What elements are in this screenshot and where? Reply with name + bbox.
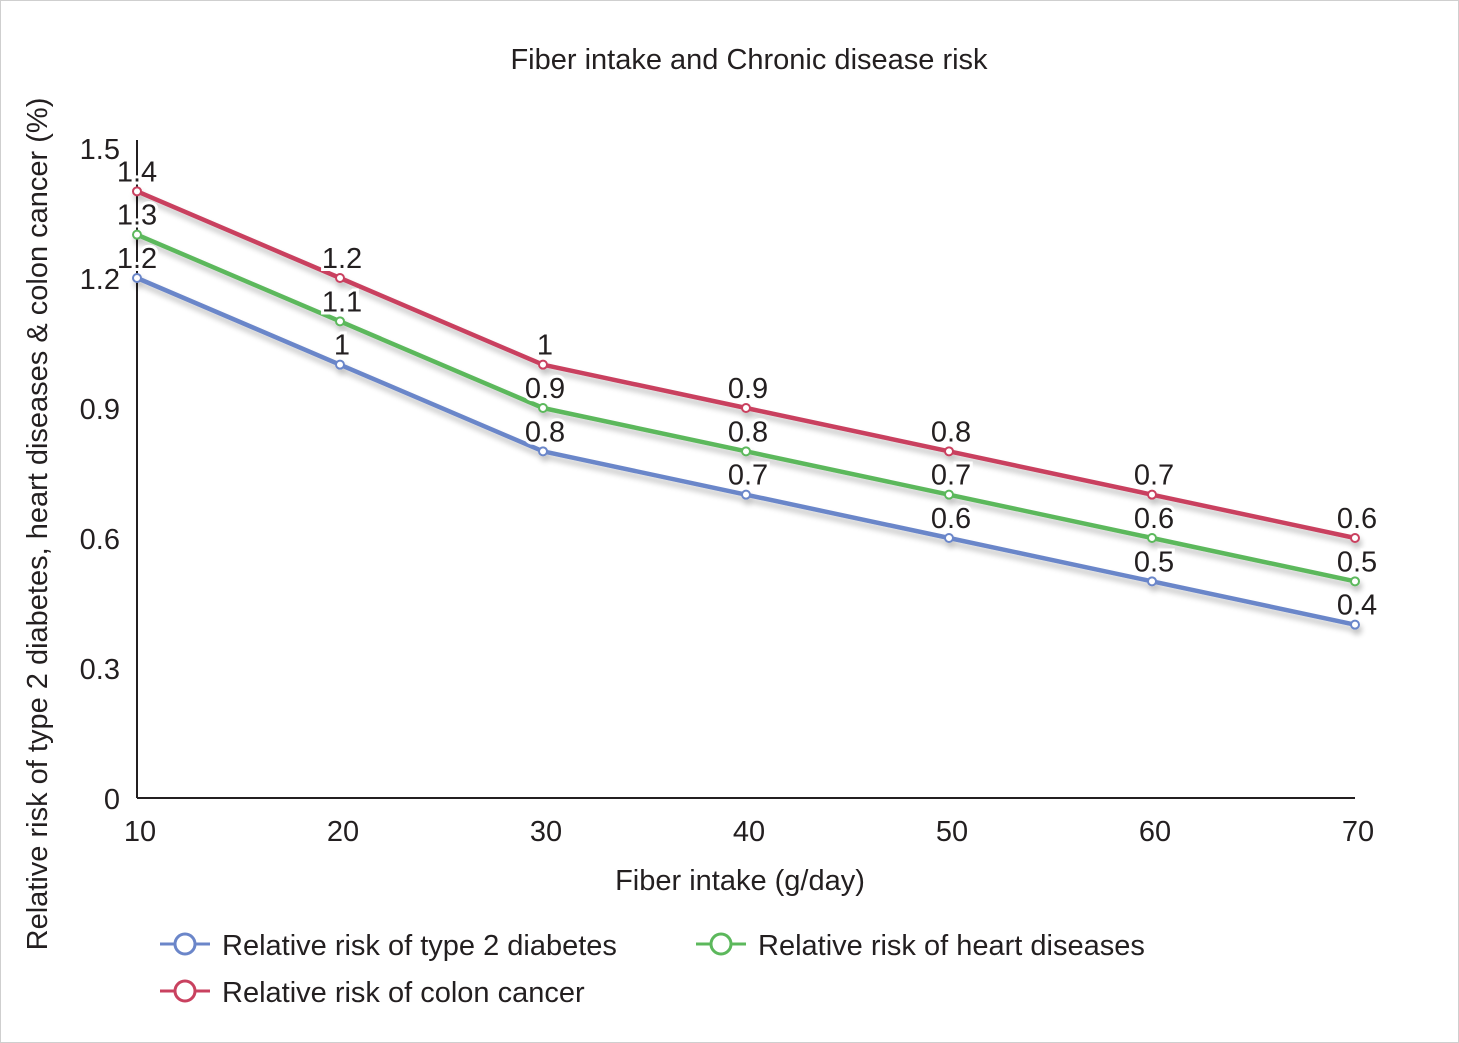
data-label: 1.2 [322,243,362,275]
x-axis-label: Fiber intake (g/day) [615,865,865,897]
data-label: 0.6 [1337,503,1377,535]
data-point [741,489,751,500]
legend-label: Relative risk of colon cancer [222,977,585,1009]
y-axis-label: Relative risk of type 2 diabetes, heart … [22,98,54,951]
y-tick-label: 0.9 [80,394,120,426]
data-point [1147,576,1157,587]
x-tick-label: 30 [530,816,562,848]
data-label: 0.4 [1337,590,1377,622]
x-tick-label: 40 [733,816,765,848]
data-label: 0.7 [1134,460,1174,492]
data-point [1147,533,1157,543]
data-point [132,186,142,197]
y-tick-labels: 0 0.3 0.6 0.9 1.2 1.5 [80,134,120,816]
data-point [335,316,345,327]
y-tick-label: 0.3 [80,654,120,686]
data-labels: 1.2 1 0.8 0.7 0.6 0.5 0.4 1.3 1.1 0.9 0.8 0.7 0.6 0.5… [114,153,1380,624]
x-tick-label: 50 [936,816,968,848]
x-tick-label: 10 [124,816,156,848]
data-label: 0.7 [728,460,768,492]
data-label: 0.5 [1134,546,1174,578]
data-point [1350,576,1360,587]
series-3 [132,186,1360,543]
data-label: 1.2 [117,243,157,275]
data-point [538,446,548,457]
legend-label: Relative risk of heart diseases [758,930,1145,962]
legend-item: Relative risk of colon cancer [160,977,585,1009]
legend-label: Relative risk of type 2 diabetes [222,930,617,962]
data-label: 1 [334,330,350,362]
legend-marker [709,932,733,956]
data-label: 0.7 [931,460,971,492]
x-tick-label: 20 [327,816,359,848]
data-label: 0.8 [931,416,971,448]
y-tick-label: 1.2 [80,264,120,296]
legend: Relative risk of type 2 diabetes Relative… [160,930,1145,1009]
data-point [132,273,142,283]
data-label: 0.5 [1337,546,1377,578]
data-label: 1.4 [117,156,157,188]
data-label: 0.8 [525,416,565,448]
legend-item: Relative risk of heart diseases [696,930,1145,962]
x-tick-label: 70 [1342,816,1374,848]
data-point [1147,489,1157,500]
data-label: 0.6 [931,503,971,535]
series-group [132,186,1360,630]
series-1 [132,273,1360,630]
data-label: 0.8 [728,416,768,448]
series-2 [132,229,1360,587]
chart-title: Fiber intake and Chronic disease risk [510,44,988,76]
data-point [741,446,751,457]
data-point [741,403,751,413]
data-point [538,359,548,370]
data-point [944,489,954,500]
data-label: 1 [537,330,553,362]
data-point [335,359,345,370]
data-point [944,533,954,543]
data-point [1350,533,1360,543]
data-point [944,446,954,457]
data-label: 1.3 [117,200,157,232]
data-point [132,229,142,240]
data-label: 0.9 [728,373,768,405]
legend-marker [173,932,197,956]
axes [136,140,1355,799]
x-tick-labels: 10 20 30 40 50 60 70 [124,816,1374,848]
data-label: 0.9 [525,373,565,405]
data-point [1350,619,1360,630]
legend-item: Relative risk of type 2 diabetes [160,930,617,962]
data-point [335,273,345,283]
data-label: 0.6 [1134,503,1174,535]
y-tick-label: 0 [104,784,120,816]
y-tick-label: 1.5 [80,134,120,166]
x-tick-label: 60 [1139,816,1171,848]
y-tick-label: 0.6 [80,524,120,556]
data-point [538,403,548,413]
legend-marker [173,979,197,1003]
data-label: 1.1 [322,286,362,318]
